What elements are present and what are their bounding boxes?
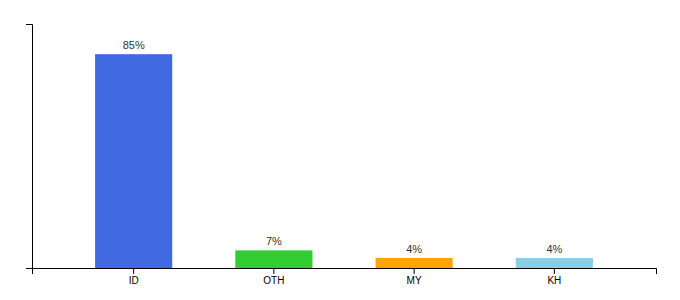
x-tick-label: KH	[547, 275, 561, 286]
data-label: 85%	[123, 39, 145, 51]
x-tick-label: ID	[129, 275, 139, 286]
bar	[235, 250, 312, 268]
bar	[376, 258, 453, 268]
x-tick-label: OTH	[263, 275, 284, 286]
x-tick-label: MY	[407, 275, 422, 286]
x-tick: MY	[407, 268, 422, 286]
x-tick-mark	[554, 268, 555, 274]
data-label: 4%	[406, 243, 422, 255]
y-axis	[26, 25, 33, 269]
data-label: 7%	[266, 235, 282, 247]
chart-container: ID OTH MY KH 85% 7% 4% 4%	[0, 0, 680, 300]
bar	[516, 258, 593, 268]
y-axis-line	[26, 25, 33, 269]
chart-svg: ID OTH MY KH 85% 7% 4% 4%	[0, 0, 680, 300]
x-tick-mark	[133, 268, 134, 274]
x-tick-mark	[414, 268, 415, 274]
x-tick: KH	[547, 268, 561, 286]
x-axis: ID OTH MY KH	[33, 268, 657, 286]
data-labels: 85% 7% 4% 4%	[123, 39, 563, 255]
x-axis-line	[33, 269, 657, 275]
x-tick: OTH	[263, 268, 284, 286]
data-label: 4%	[546, 243, 562, 255]
bars	[95, 54, 593, 268]
bar	[95, 54, 172, 268]
x-tick-mark	[273, 268, 274, 274]
plot: ID OTH MY KH 85% 7% 4% 4%	[26, 25, 657, 287]
x-tick: ID	[129, 268, 139, 286]
